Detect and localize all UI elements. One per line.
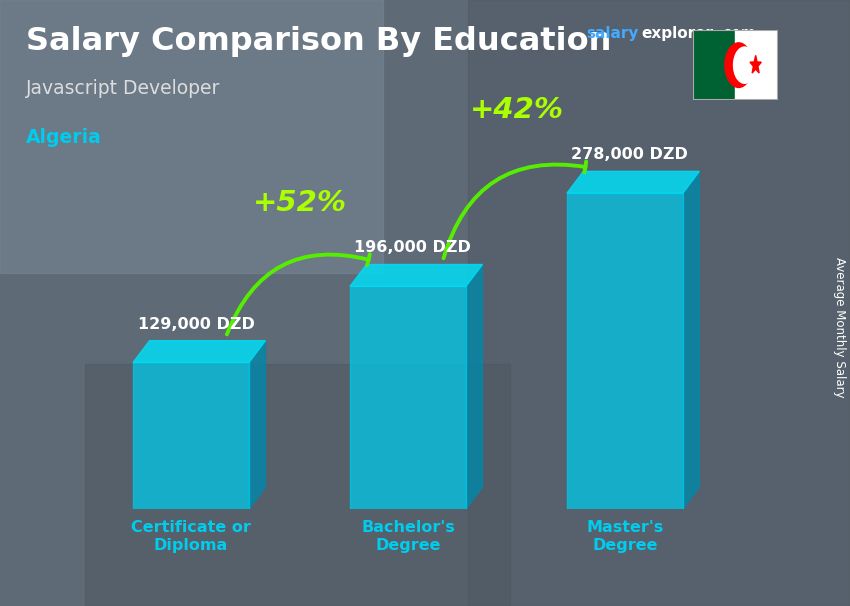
Text: 278,000 DZD: 278,000 DZD xyxy=(571,147,688,162)
Text: .com: .com xyxy=(718,26,756,41)
Circle shape xyxy=(725,43,752,87)
Polygon shape xyxy=(468,0,850,606)
Polygon shape xyxy=(693,30,735,100)
Polygon shape xyxy=(750,55,762,73)
Polygon shape xyxy=(567,171,700,193)
Text: Javascript Developer: Javascript Developer xyxy=(26,79,220,98)
Polygon shape xyxy=(567,193,683,509)
Polygon shape xyxy=(350,264,483,286)
Text: Algeria: Algeria xyxy=(26,128,101,147)
Text: Salary Comparison By Education: Salary Comparison By Education xyxy=(26,26,611,57)
Polygon shape xyxy=(735,30,778,100)
Polygon shape xyxy=(133,362,249,509)
Polygon shape xyxy=(133,341,265,362)
Text: 196,000 DZD: 196,000 DZD xyxy=(354,241,472,256)
Polygon shape xyxy=(350,286,466,509)
Text: 129,000 DZD: 129,000 DZD xyxy=(138,316,254,331)
Polygon shape xyxy=(85,364,510,606)
Text: explorer: explorer xyxy=(642,26,714,41)
Text: salary: salary xyxy=(586,26,639,41)
Text: +52%: +52% xyxy=(252,188,347,217)
Polygon shape xyxy=(466,264,483,509)
Circle shape xyxy=(734,47,756,83)
Text: +42%: +42% xyxy=(469,96,564,124)
Text: Average Monthly Salary: Average Monthly Salary xyxy=(833,257,847,398)
Polygon shape xyxy=(249,341,265,509)
Polygon shape xyxy=(0,0,382,273)
Polygon shape xyxy=(683,171,700,509)
